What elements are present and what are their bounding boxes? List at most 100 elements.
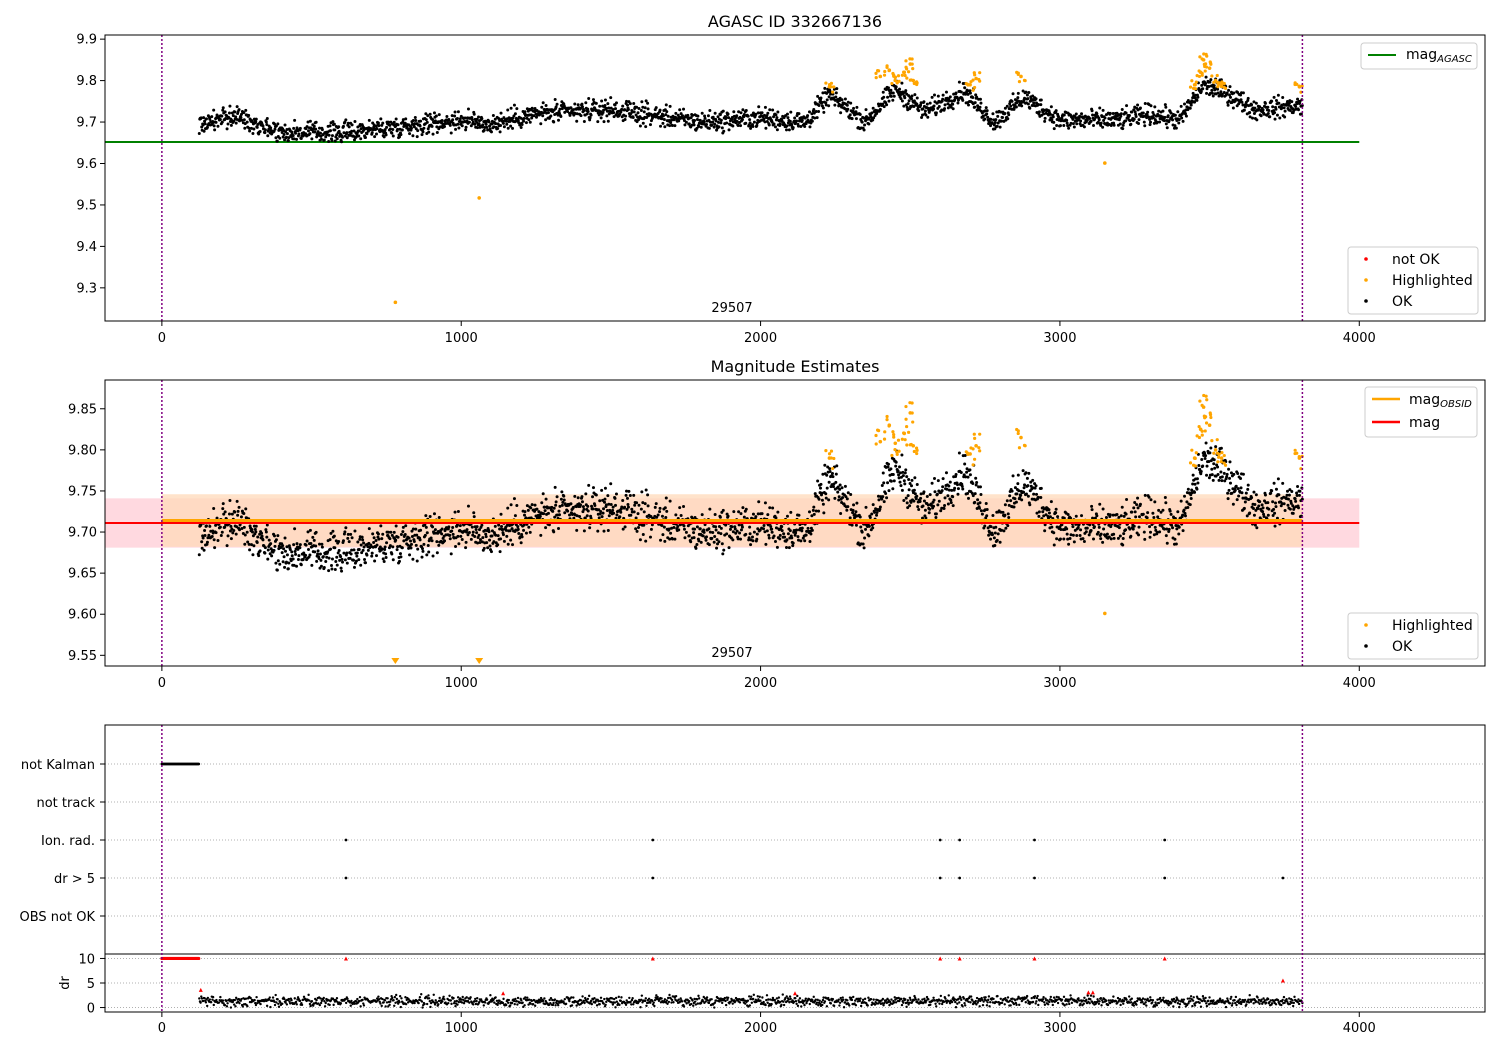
ok-point xyxy=(700,111,704,115)
ok-point xyxy=(708,507,712,511)
ok-point xyxy=(278,136,282,140)
ok-point xyxy=(292,137,296,141)
ok-point xyxy=(589,113,593,117)
ok-point xyxy=(928,493,932,497)
ok-point xyxy=(699,540,703,544)
ok-point xyxy=(232,119,236,123)
ok-point xyxy=(283,138,287,142)
highlighted-point xyxy=(904,417,908,421)
ok-point xyxy=(580,495,584,499)
ok-point xyxy=(678,108,682,112)
ok-point xyxy=(907,99,911,103)
ok-point xyxy=(320,545,324,549)
highlighted-point xyxy=(1208,411,1212,415)
ok-point xyxy=(472,112,476,116)
ok-point xyxy=(250,530,254,534)
ok-point xyxy=(485,125,489,129)
ok-point xyxy=(245,530,249,534)
ok-point xyxy=(914,497,918,501)
highlighted-point xyxy=(971,88,975,92)
ok-point xyxy=(294,552,298,556)
ok-point xyxy=(274,136,278,140)
ok-point xyxy=(247,126,251,130)
ok-point xyxy=(727,546,731,550)
ok-point xyxy=(1024,90,1028,94)
ok-point xyxy=(621,104,625,108)
flag-row-label: not Kalman xyxy=(21,758,95,773)
ok-point xyxy=(1103,116,1107,120)
ok-point xyxy=(1101,125,1105,129)
ok-point xyxy=(750,535,754,539)
ok-point xyxy=(1240,100,1244,104)
highlighted-point xyxy=(912,449,916,454)
ok-point xyxy=(631,115,635,119)
ok-point xyxy=(922,499,926,503)
ok-point xyxy=(819,486,823,490)
ok-point xyxy=(648,123,652,127)
ok-point xyxy=(270,554,274,558)
ok-point xyxy=(291,557,295,561)
ok-point xyxy=(1052,543,1056,547)
ok-point xyxy=(244,108,248,112)
highlighted-point xyxy=(1205,398,1209,402)
highlighted-point xyxy=(1212,80,1216,84)
highlighted-point xyxy=(887,424,891,428)
ok-point xyxy=(714,528,718,532)
ok-point xyxy=(947,484,951,488)
ok-point xyxy=(644,539,648,543)
ok-point xyxy=(575,528,579,532)
ok-point xyxy=(653,505,657,509)
ok-point xyxy=(894,85,898,89)
ok-point xyxy=(1222,90,1226,94)
ok-point xyxy=(267,538,271,542)
ok-point xyxy=(1042,112,1046,116)
agasc-panel-title: AGASC ID 332667136 xyxy=(708,12,882,31)
ok-point xyxy=(887,462,891,466)
ok-point xyxy=(835,464,839,468)
ok-point xyxy=(1213,466,1217,470)
ok-point xyxy=(821,106,825,110)
ok-point xyxy=(527,118,531,122)
ok-point xyxy=(396,123,400,127)
ok-point xyxy=(1216,472,1220,476)
ok-point xyxy=(394,524,398,528)
ok-point xyxy=(643,106,647,110)
highlighted-point xyxy=(882,437,887,441)
ok-point xyxy=(335,133,339,137)
ok-point xyxy=(941,93,945,97)
ok-point xyxy=(1072,540,1076,544)
highlighted-point xyxy=(908,443,912,447)
ok-point xyxy=(381,532,385,536)
highlighted-point xyxy=(904,404,908,409)
ok-point xyxy=(886,95,890,99)
highlighted-point xyxy=(892,432,896,437)
highlighted-point xyxy=(1205,54,1209,58)
ok-point xyxy=(420,555,424,559)
ok-point xyxy=(1119,514,1123,518)
ok-point xyxy=(486,128,490,132)
ok-point xyxy=(799,539,803,543)
ok-point xyxy=(522,117,526,121)
ok-point xyxy=(539,122,543,126)
ok-point xyxy=(827,480,831,484)
ok-point xyxy=(1145,113,1149,117)
ok-point xyxy=(1141,512,1145,516)
ok-point xyxy=(242,118,246,122)
ok-point xyxy=(1137,121,1141,125)
ok-point xyxy=(1131,527,1135,531)
ok-point xyxy=(327,569,331,573)
ok-point xyxy=(490,534,494,538)
ok-point xyxy=(1295,102,1299,106)
highlighted-point xyxy=(1217,82,1221,86)
ok-point xyxy=(397,559,401,563)
ok-point xyxy=(1156,515,1160,519)
ok-point xyxy=(634,113,638,117)
ok-point xyxy=(342,551,346,555)
ok-point xyxy=(748,525,752,529)
ok-point xyxy=(954,91,958,95)
ok-point xyxy=(667,118,671,122)
ok-point xyxy=(373,135,377,139)
ok-point xyxy=(683,123,687,127)
ok-point xyxy=(499,537,503,541)
ok-point xyxy=(1127,113,1131,117)
